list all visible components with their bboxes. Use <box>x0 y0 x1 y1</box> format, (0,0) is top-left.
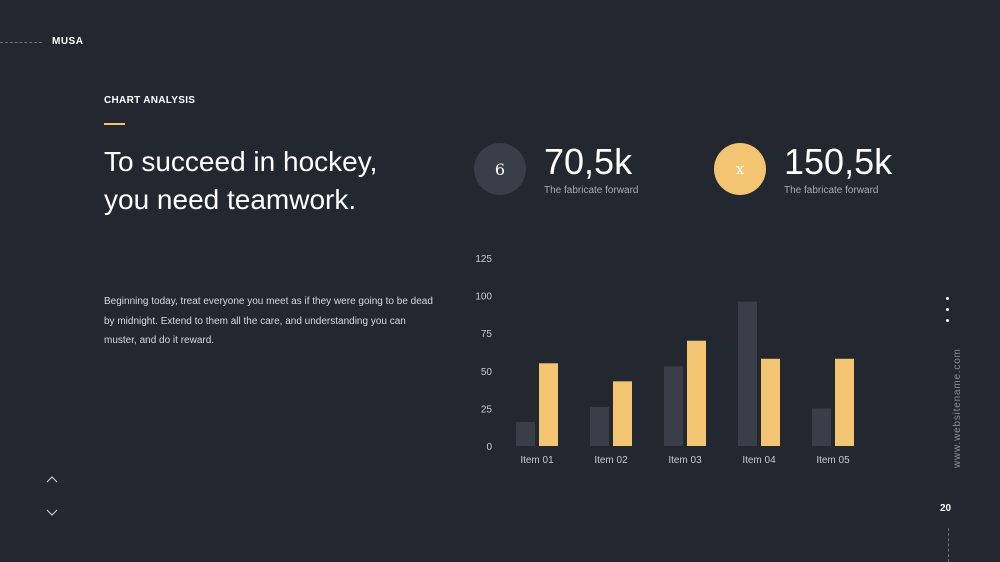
bar <box>613 381 632 446</box>
x-tick-label: Item 03 <box>668 455 702 466</box>
bar <box>761 358 780 446</box>
bar <box>539 363 558 446</box>
stat-icon-primary: 6 <box>474 143 526 195</box>
y-tick-label: 100 <box>475 292 492 303</box>
y-tick-label: 125 <box>475 254 492 265</box>
bar <box>812 408 831 446</box>
bar <box>835 358 854 446</box>
y-tick-label: 75 <box>481 329 493 340</box>
bar <box>590 406 609 446</box>
body-text: Beginning today, treat everyone you meet… <box>104 296 433 346</box>
x-tick-label: Item 01 <box>520 455 554 466</box>
bar <box>516 421 535 446</box>
page-divider <box>948 528 949 562</box>
stat-caption-primary: The fabricate forward <box>544 185 639 196</box>
bar <box>738 301 757 446</box>
x-tick-label: Item 05 <box>816 455 850 466</box>
stat-icon-secondary: x <box>714 143 766 195</box>
stat-value-secondary: 150,5k <box>784 141 893 182</box>
brand-divider <box>0 42 42 43</box>
chevron-up-icon[interactable] <box>46 474 58 486</box>
chevron-down-icon[interactable] <box>46 506 58 518</box>
section-label: CHART ANALYSIS <box>104 95 196 106</box>
y-tick-label: 0 <box>486 442 492 453</box>
stat-value-primary: 70,5k <box>544 141 633 182</box>
x-tick-label: Item 04 <box>742 455 776 466</box>
y-tick-label: 50 <box>481 367 493 378</box>
headline: To succeed in hockey, you need teamwork. <box>104 146 378 215</box>
y-tick-label: 25 <box>481 404 493 415</box>
accent-bar <box>104 123 125 125</box>
bar <box>687 340 706 446</box>
bar <box>664 366 683 446</box>
more-options-icon[interactable] <box>946 297 950 330</box>
website-url: www.websitename.com <box>952 348 963 468</box>
page-number: 20 <box>940 503 952 514</box>
brand-name: MUSA <box>52 36 84 47</box>
bar-chart: 0 25 50 75 100 125 Item 01 Item 02 Item 03 Item 0… <box>475 254 854 466</box>
stat-caption-secondary: The fabricate forward <box>784 185 879 196</box>
x-tick-label: Item 02 <box>594 455 628 466</box>
